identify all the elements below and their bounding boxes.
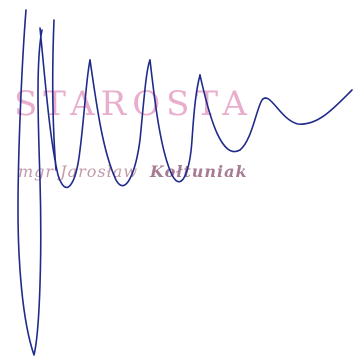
stamp-name-prefix: mgr Jarosław	[18, 162, 139, 181]
stamp-name: mgr Jarosław Kołtuniak	[18, 162, 248, 181]
stamp-name-surname: Kołtuniak	[150, 162, 248, 181]
